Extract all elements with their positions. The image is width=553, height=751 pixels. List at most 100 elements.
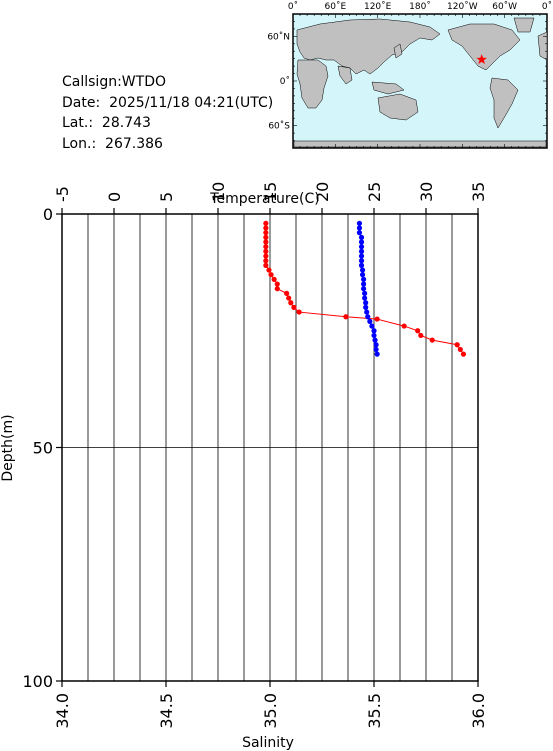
salinity-point — [359, 272, 366, 278]
temperature-point — [274, 281, 280, 287]
temperature-point — [263, 220, 269, 226]
salinity-point — [358, 258, 365, 264]
latitude-text: Lat.: 28.743 — [62, 115, 151, 131]
salinity-axis-title: Salinity — [242, 735, 294, 751]
salinity-point — [371, 332, 377, 339]
eurasia-landmass — [296, 18, 441, 75]
map-latitude-labels: 60˚N 0˚ 60˚S — [267, 31, 290, 131]
temperature-tick-label: 25 — [365, 182, 384, 202]
map-longitude-label: 180˚ — [409, 1, 431, 12]
temperature-tick-label: 20 — [313, 182, 332, 202]
india-landmass — [337, 65, 353, 85]
station-star-icon — [476, 54, 487, 65]
salinity-point — [362, 290, 368, 296]
salinity-tick-label: 35.0 — [261, 693, 280, 729]
depth-tick-label: 0 — [43, 205, 53, 224]
map-latitude-label: 60˚S — [268, 121, 290, 132]
map-longitude-label: 60˚W — [492, 1, 517, 12]
salinity-point — [374, 351, 380, 357]
salinity-point — [361, 276, 367, 282]
temperature-point — [271, 276, 277, 282]
depth-tick-label: 50 — [33, 439, 53, 458]
temperature-tick-label: 5 — [157, 192, 176, 202]
salinity-point — [362, 295, 368, 301]
temperature-point — [343, 314, 349, 320]
longitude-text: Lon.: 267.386 — [62, 135, 163, 152]
map-longitude-labels: 0˚ 60˚E 120˚E 180˚ 120˚W 60˚W 0˚ — [288, 1, 552, 12]
temperature-point — [288, 300, 294, 306]
salinity-point — [369, 323, 375, 329]
temperature-point — [268, 272, 274, 278]
indonesia-islands — [371, 81, 405, 95]
temperature-axis-title: Temperature(C) — [209, 191, 319, 207]
grid-lines — [62, 214, 478, 681]
salinity-tick-label: 36.0 — [469, 693, 488, 729]
map-latitude-label: 60˚N — [267, 31, 290, 42]
salinity-tick-label: 34.5 — [157, 693, 176, 729]
map-longitude-label: 0˚ — [542, 1, 552, 12]
profile-plot: -5 0 5 10 15 20 25 30 35 34.0 34.5 35.0 35.5 36.0 05… — [0, 182, 488, 751]
temperature-point — [418, 332, 424, 339]
salinity-point — [358, 234, 365, 240]
map-ticks — [292, 13, 548, 149]
salinity-point — [356, 230, 363, 236]
temperature-point — [415, 328, 421, 334]
callsign-text: Callsign:WTDO — [62, 74, 166, 90]
north-america-landmass — [447, 23, 521, 71]
temperature-point — [460, 351, 467, 357]
salinity-point — [358, 239, 365, 245]
salinity-point — [371, 328, 377, 334]
temperature-tick-label: 15 — [261, 182, 280, 202]
series-points — [263, 220, 467, 357]
temperature-point — [263, 248, 269, 254]
temperature-point — [274, 286, 280, 292]
salinity-tick-labels: 34.0 34.5 35.0 35.5 36.0 — [53, 693, 488, 729]
temperature-point — [457, 346, 463, 353]
salinity-point — [372, 337, 378, 343]
temperature-point — [284, 290, 290, 296]
axis-ticks — [56, 208, 479, 687]
map-longitude-label: 120˚E — [364, 1, 392, 12]
temperature-point — [263, 253, 269, 259]
temperature-point — [263, 244, 269, 250]
temperature-tick-label: -5 — [53, 186, 72, 202]
salinity-point — [356, 225, 363, 231]
map-latitude-label: 0˚ — [280, 76, 290, 87]
salinity-tick-label: 35.5 — [365, 693, 384, 729]
salinity-point — [373, 346, 379, 353]
temperature-point — [374, 316, 380, 322]
australia-landmass — [377, 93, 419, 121]
salinity-point — [361, 286, 367, 292]
salinity-point — [356, 220, 363, 226]
temperature-point — [296, 309, 302, 315]
temperature-tick-label: 30 — [417, 182, 436, 202]
salinity-point — [365, 314, 371, 320]
temperature-point — [263, 262, 269, 268]
station-marker — [476, 54, 487, 65]
salinity-point — [359, 267, 366, 273]
temperature-point — [263, 234, 269, 240]
temperature-tick-label: 35 — [469, 182, 488, 202]
world-map: 0˚ 60˚E 120˚E 180˚ 120˚W 60˚W 0˚ 60˚N 0˚ 60˚S — [267, 1, 552, 149]
temperature-tick-label: 10 — [209, 182, 228, 202]
temperature-point — [401, 323, 407, 329]
map-longitude-label: 120˚W — [447, 1, 478, 12]
salinity-point — [358, 244, 365, 250]
depth-tick-label: 100 — [22, 672, 53, 691]
temperature-point — [454, 342, 460, 348]
temperature-point — [286, 295, 292, 301]
temperature-point — [263, 230, 269, 236]
map-longitude-label: 0˚ — [288, 1, 298, 12]
temperature-point — [429, 337, 435, 343]
date-text: Date: 2025/11/18 04:21(UTC) — [62, 94, 274, 111]
salinity-point — [358, 248, 365, 254]
depth-tick-labels: 0 50 100 — [22, 205, 53, 691]
map-land — [293, 17, 548, 148]
temperature-point — [291, 304, 297, 310]
salinity-point — [364, 309, 370, 315]
depth-axis-title: Depth(m) — [0, 414, 16, 481]
temperature-point — [263, 225, 269, 231]
salinity-point — [363, 300, 369, 306]
temperature-tick-labels: -5 0 5 10 15 20 25 30 35 — [53, 182, 488, 202]
